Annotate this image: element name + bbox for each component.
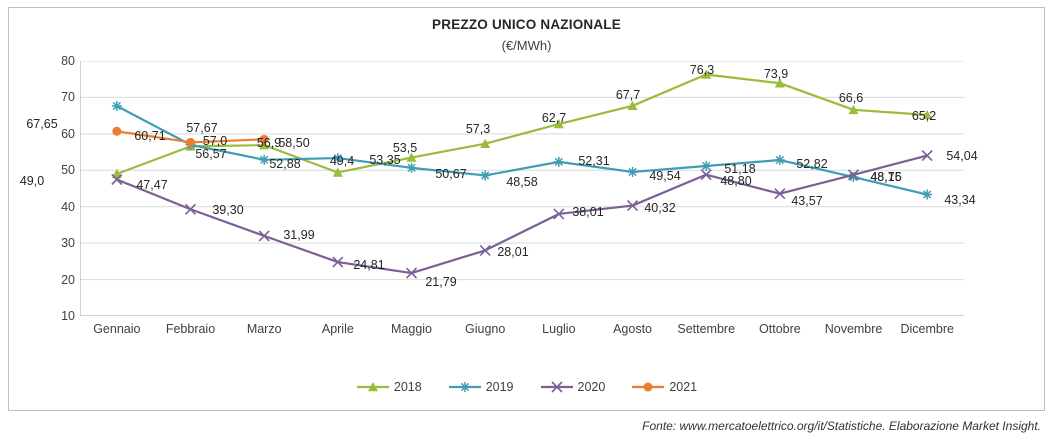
x-tick-luglio: Luglio <box>542 322 576 336</box>
data-label: 43,57 <box>791 194 823 208</box>
data-label: 48,15 <box>870 170 902 184</box>
x-tick-ottobre: Ottobre <box>759 322 801 336</box>
data-label: 47,47 <box>136 178 168 192</box>
y-tick-80: 80 <box>61 54 75 68</box>
data-label: 49,4 <box>329 154 355 168</box>
data-label: 67,65 <box>26 117 58 131</box>
x-tick-maggio: Maggio <box>391 322 433 336</box>
data-label: 52,82 <box>796 157 828 171</box>
legend-item-2018[interactable]: 2018 <box>356 380 422 394</box>
legend-marker-icon <box>632 382 665 392</box>
data-label: 52,31 <box>578 154 610 168</box>
data-label: 28,01 <box>497 245 529 259</box>
x-tick-marzo: Marzo <box>246 322 282 336</box>
legend-label: 2019 <box>485 380 514 394</box>
data-label: 51,18 <box>724 162 756 176</box>
x-tick-settembre: Settembre <box>677 322 736 336</box>
y-tick-20: 20 <box>61 272 75 287</box>
y-tick-40: 40 <box>61 199 75 214</box>
legend-marker-icon <box>448 382 481 392</box>
chart-frame <box>8 7 1045 411</box>
x-tick-giugno: Giugno <box>465 322 506 336</box>
y-tick-70: 70 <box>61 90 75 105</box>
data-label: 57,3 <box>465 122 491 136</box>
series-2021 <box>112 126 269 147</box>
chart-title: PREZZO UNICO NAZIONALE <box>432 17 621 32</box>
data-label: 21,79 <box>425 275 457 289</box>
data-label: 43,34 <box>944 193 976 207</box>
x-tick-dicembre: Dicembre <box>900 322 954 336</box>
data-label: 31,99 <box>283 228 315 242</box>
data-label: 48,76 <box>870 170 902 184</box>
x-tick-aprile: Aprile <box>321 322 354 336</box>
y-axis-tick-labels: 80 70 60 50 40 30 20 10 <box>45 54 75 323</box>
data-label: 54,04 <box>946 149 978 163</box>
legend-item-2021[interactable]: 2021 <box>631 380 697 394</box>
data-label: 40,32 <box>644 201 676 215</box>
data-label: 58,50 <box>278 136 310 150</box>
series-2018 <box>111 69 933 179</box>
x-tick-agosto: Agosto <box>613 322 652 336</box>
data-label: 48,80 <box>720 174 752 188</box>
chart-legend: 2018 2019 2020 2021 <box>0 380 1053 394</box>
data-label: 56,57 <box>195 147 227 161</box>
source-note: Fonte: www.mercatoelettrico.org/it/Stati… <box>642 419 1041 433</box>
data-label: 57,0 <box>202 134 228 148</box>
data-label: 65,2 <box>911 109 937 123</box>
data-label: 67,7 <box>615 88 641 102</box>
data-label: 50,67 <box>435 167 467 181</box>
data-label: 60,71 <box>134 129 166 143</box>
data-label: 56,9 <box>256 136 282 150</box>
data-label: 53,5 <box>392 141 418 155</box>
data-label: 62,7 <box>541 111 567 125</box>
plot-svg <box>80 61 964 316</box>
legend-item-2020[interactable]: 2020 <box>540 380 606 394</box>
x-tick-novembre: Novembre <box>824 322 883 336</box>
y-tick-60: 60 <box>61 126 75 141</box>
data-label: 49,0 <box>19 174 45 188</box>
legend-label: 2018 <box>393 380 422 394</box>
series-2020 <box>111 150 933 279</box>
x-axis-tick-labels: Gennaio Febbraio Marzo Aprile Maggio Giugno Lu… <box>80 322 964 344</box>
data-label: 38,01 <box>572 205 604 219</box>
legend-label: 2021 <box>669 380 698 394</box>
data-label: 73,9 <box>763 67 789 81</box>
y-tick-10: 10 <box>61 309 75 323</box>
plot-area <box>80 61 964 316</box>
data-label: 48,58 <box>506 175 538 189</box>
series-2019 <box>111 100 933 200</box>
legend-marker-icon <box>356 382 389 392</box>
data-label: 52,88 <box>269 157 301 171</box>
data-label: 24,81 <box>353 258 385 272</box>
data-label: 57,67 <box>186 121 218 135</box>
y-tick-30: 30 <box>61 236 75 251</box>
data-label: 66,6 <box>838 91 864 105</box>
data-label: 76,3 <box>689 63 715 77</box>
data-label: 53,35 <box>369 153 401 167</box>
legend-label: 2020 <box>577 380 606 394</box>
x-tick-febbraio: Febbraio <box>165 322 216 336</box>
chart-subtitle: (€/MWh) <box>501 38 552 53</box>
y-tick-50: 50 <box>61 163 75 178</box>
data-label: 39,30 <box>212 203 244 217</box>
data-label: 49,54 <box>649 169 681 183</box>
legend-item-2019[interactable]: 2019 <box>448 380 514 394</box>
legend-marker-icon <box>540 381 573 393</box>
x-tick-gennaio: Gennaio <box>93 322 141 336</box>
